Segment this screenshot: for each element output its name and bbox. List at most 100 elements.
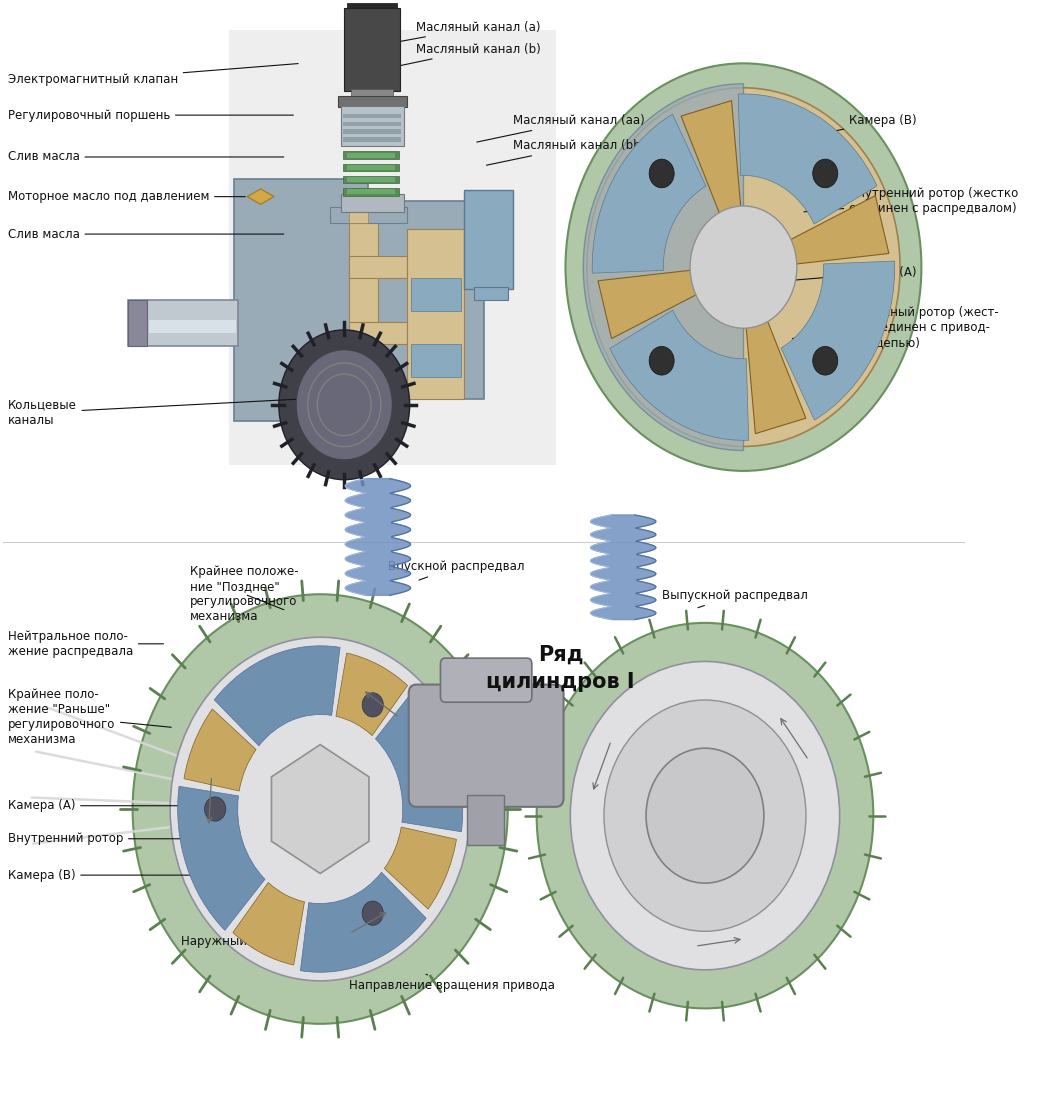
Circle shape [812, 346, 838, 375]
Bar [343, 130, 401, 134]
Bar [128, 300, 147, 346]
Polygon shape [248, 189, 274, 205]
Bar [330, 207, 407, 224]
Bar [338, 96, 407, 107]
Text: Крайнее поло-
жение "Раньше"
регулировочного
механизма: Крайнее поло- жение "Раньше" регулировоч… [7, 687, 172, 745]
Text: Наружный ротор (жест-
ко соединен с привод-
ной цепью): Наружный ротор (жест- ко соединен с прив… [792, 307, 999, 349]
Polygon shape [744, 296, 806, 434]
Bar [343, 188, 399, 196]
Circle shape [646, 748, 764, 883]
Wedge shape [301, 872, 426, 972]
Text: Нейтральное поло-
жение распредвала: Нейтральное поло- жение распредвала [7, 630, 163, 658]
Bar [343, 122, 401, 126]
Text: Наружный ротор: Наружный ротор [181, 931, 287, 948]
Text: Внутренний ротор: Внутренний ротор [7, 832, 205, 846]
Polygon shape [271, 745, 369, 873]
Bar [149, 320, 236, 333]
Bar [234, 179, 368, 422]
Bar [411, 344, 461, 377]
Circle shape [296, 350, 392, 459]
Polygon shape [681, 101, 744, 238]
Circle shape [570, 662, 839, 970]
Bar [343, 164, 399, 172]
Bar [467, 795, 504, 846]
Bar [341, 106, 404, 146]
Bar [347, 189, 395, 195]
Polygon shape [598, 268, 719, 339]
Text: Электромагнитный клапан: Электромагнитный клапан [7, 63, 298, 86]
Wedge shape [781, 261, 894, 420]
Text: Масляный канал (а): Масляный канал (а) [386, 21, 541, 44]
Circle shape [537, 623, 874, 1008]
Polygon shape [769, 196, 889, 267]
Wedge shape [336, 653, 408, 735]
Polygon shape [591, 515, 656, 620]
Bar [344, 8, 400, 91]
Text: Камера (В): Камера (В) [7, 869, 210, 881]
Bar [349, 322, 407, 344]
Circle shape [171, 638, 470, 981]
Text: Впускной распредвал: Впускной распредвал [388, 560, 524, 580]
Text: Крайнее положе-
ние "Позднее"
регулировочного
механизма: Крайнее положе- ние "Позднее" регулирово… [190, 566, 298, 623]
Wedge shape [592, 114, 706, 273]
Text: Слив масла: Слив масла [7, 151, 284, 164]
Text: Слив масла: Слив масла [7, 228, 284, 240]
Wedge shape [214, 645, 340, 746]
Circle shape [133, 594, 508, 1024]
Polygon shape [345, 478, 411, 596]
Circle shape [691, 206, 797, 329]
Bar [368, 201, 484, 400]
Text: Масляный канал (аа): Масляный канал (аа) [476, 114, 645, 142]
Circle shape [205, 797, 226, 821]
Text: цилиндров I: цилиндров I [487, 672, 635, 692]
Bar [407, 228, 465, 400]
Bar [128, 300, 238, 346]
FancyBboxPatch shape [409, 684, 564, 807]
Circle shape [279, 330, 410, 479]
Bar [343, 152, 399, 159]
Circle shape [362, 693, 384, 717]
Bar [347, 153, 395, 158]
Text: Камера (В): Камера (В) [799, 114, 917, 138]
Text: Масляный канал (b): Масляный канал (b) [398, 42, 541, 66]
Bar [343, 176, 399, 184]
Bar [349, 210, 368, 224]
Text: Внутренний ротор (жестко
соединен с распредвалом): Внутренний ротор (жестко соединен с расп… [804, 187, 1018, 215]
Wedge shape [385, 827, 457, 909]
Bar [474, 287, 508, 300]
Text: Камера (А): Камера (А) [7, 799, 192, 813]
Wedge shape [609, 310, 749, 441]
Bar [347, 3, 397, 11]
Text: Масляный канал (bb): Масляный канал (bb) [487, 139, 645, 165]
Bar [349, 213, 378, 400]
Circle shape [812, 159, 838, 188]
Bar [347, 165, 395, 170]
Text: Направление вращения привода: Направление вращения привода [349, 974, 555, 992]
Bar [350, 89, 393, 100]
Circle shape [587, 87, 900, 446]
Bar [465, 190, 513, 289]
Text: Регулировочный поршень: Регулировочный поршень [7, 108, 293, 122]
FancyBboxPatch shape [441, 659, 531, 702]
Circle shape [649, 159, 674, 188]
Text: Выпускной распредвал: Выпускной распредвал [661, 589, 808, 608]
Text: Кольцевые
каналы: Кольцевые каналы [7, 397, 335, 426]
Wedge shape [233, 882, 305, 965]
Circle shape [362, 901, 384, 925]
Bar [343, 114, 401, 118]
Wedge shape [184, 708, 256, 792]
Circle shape [649, 346, 674, 375]
Wedge shape [375, 687, 463, 831]
Bar [347, 177, 395, 183]
Wedge shape [583, 84, 744, 451]
Bar [341, 195, 404, 213]
Circle shape [604, 700, 806, 931]
Wedge shape [178, 786, 265, 930]
Bar [343, 137, 401, 142]
Bar [411, 278, 461, 311]
Text: Моторное масло под давлением: Моторное масло под давлением [7, 190, 245, 203]
Wedge shape [738, 94, 877, 224]
Bar [349, 256, 407, 278]
Circle shape [566, 63, 921, 470]
FancyBboxPatch shape [229, 30, 555, 465]
